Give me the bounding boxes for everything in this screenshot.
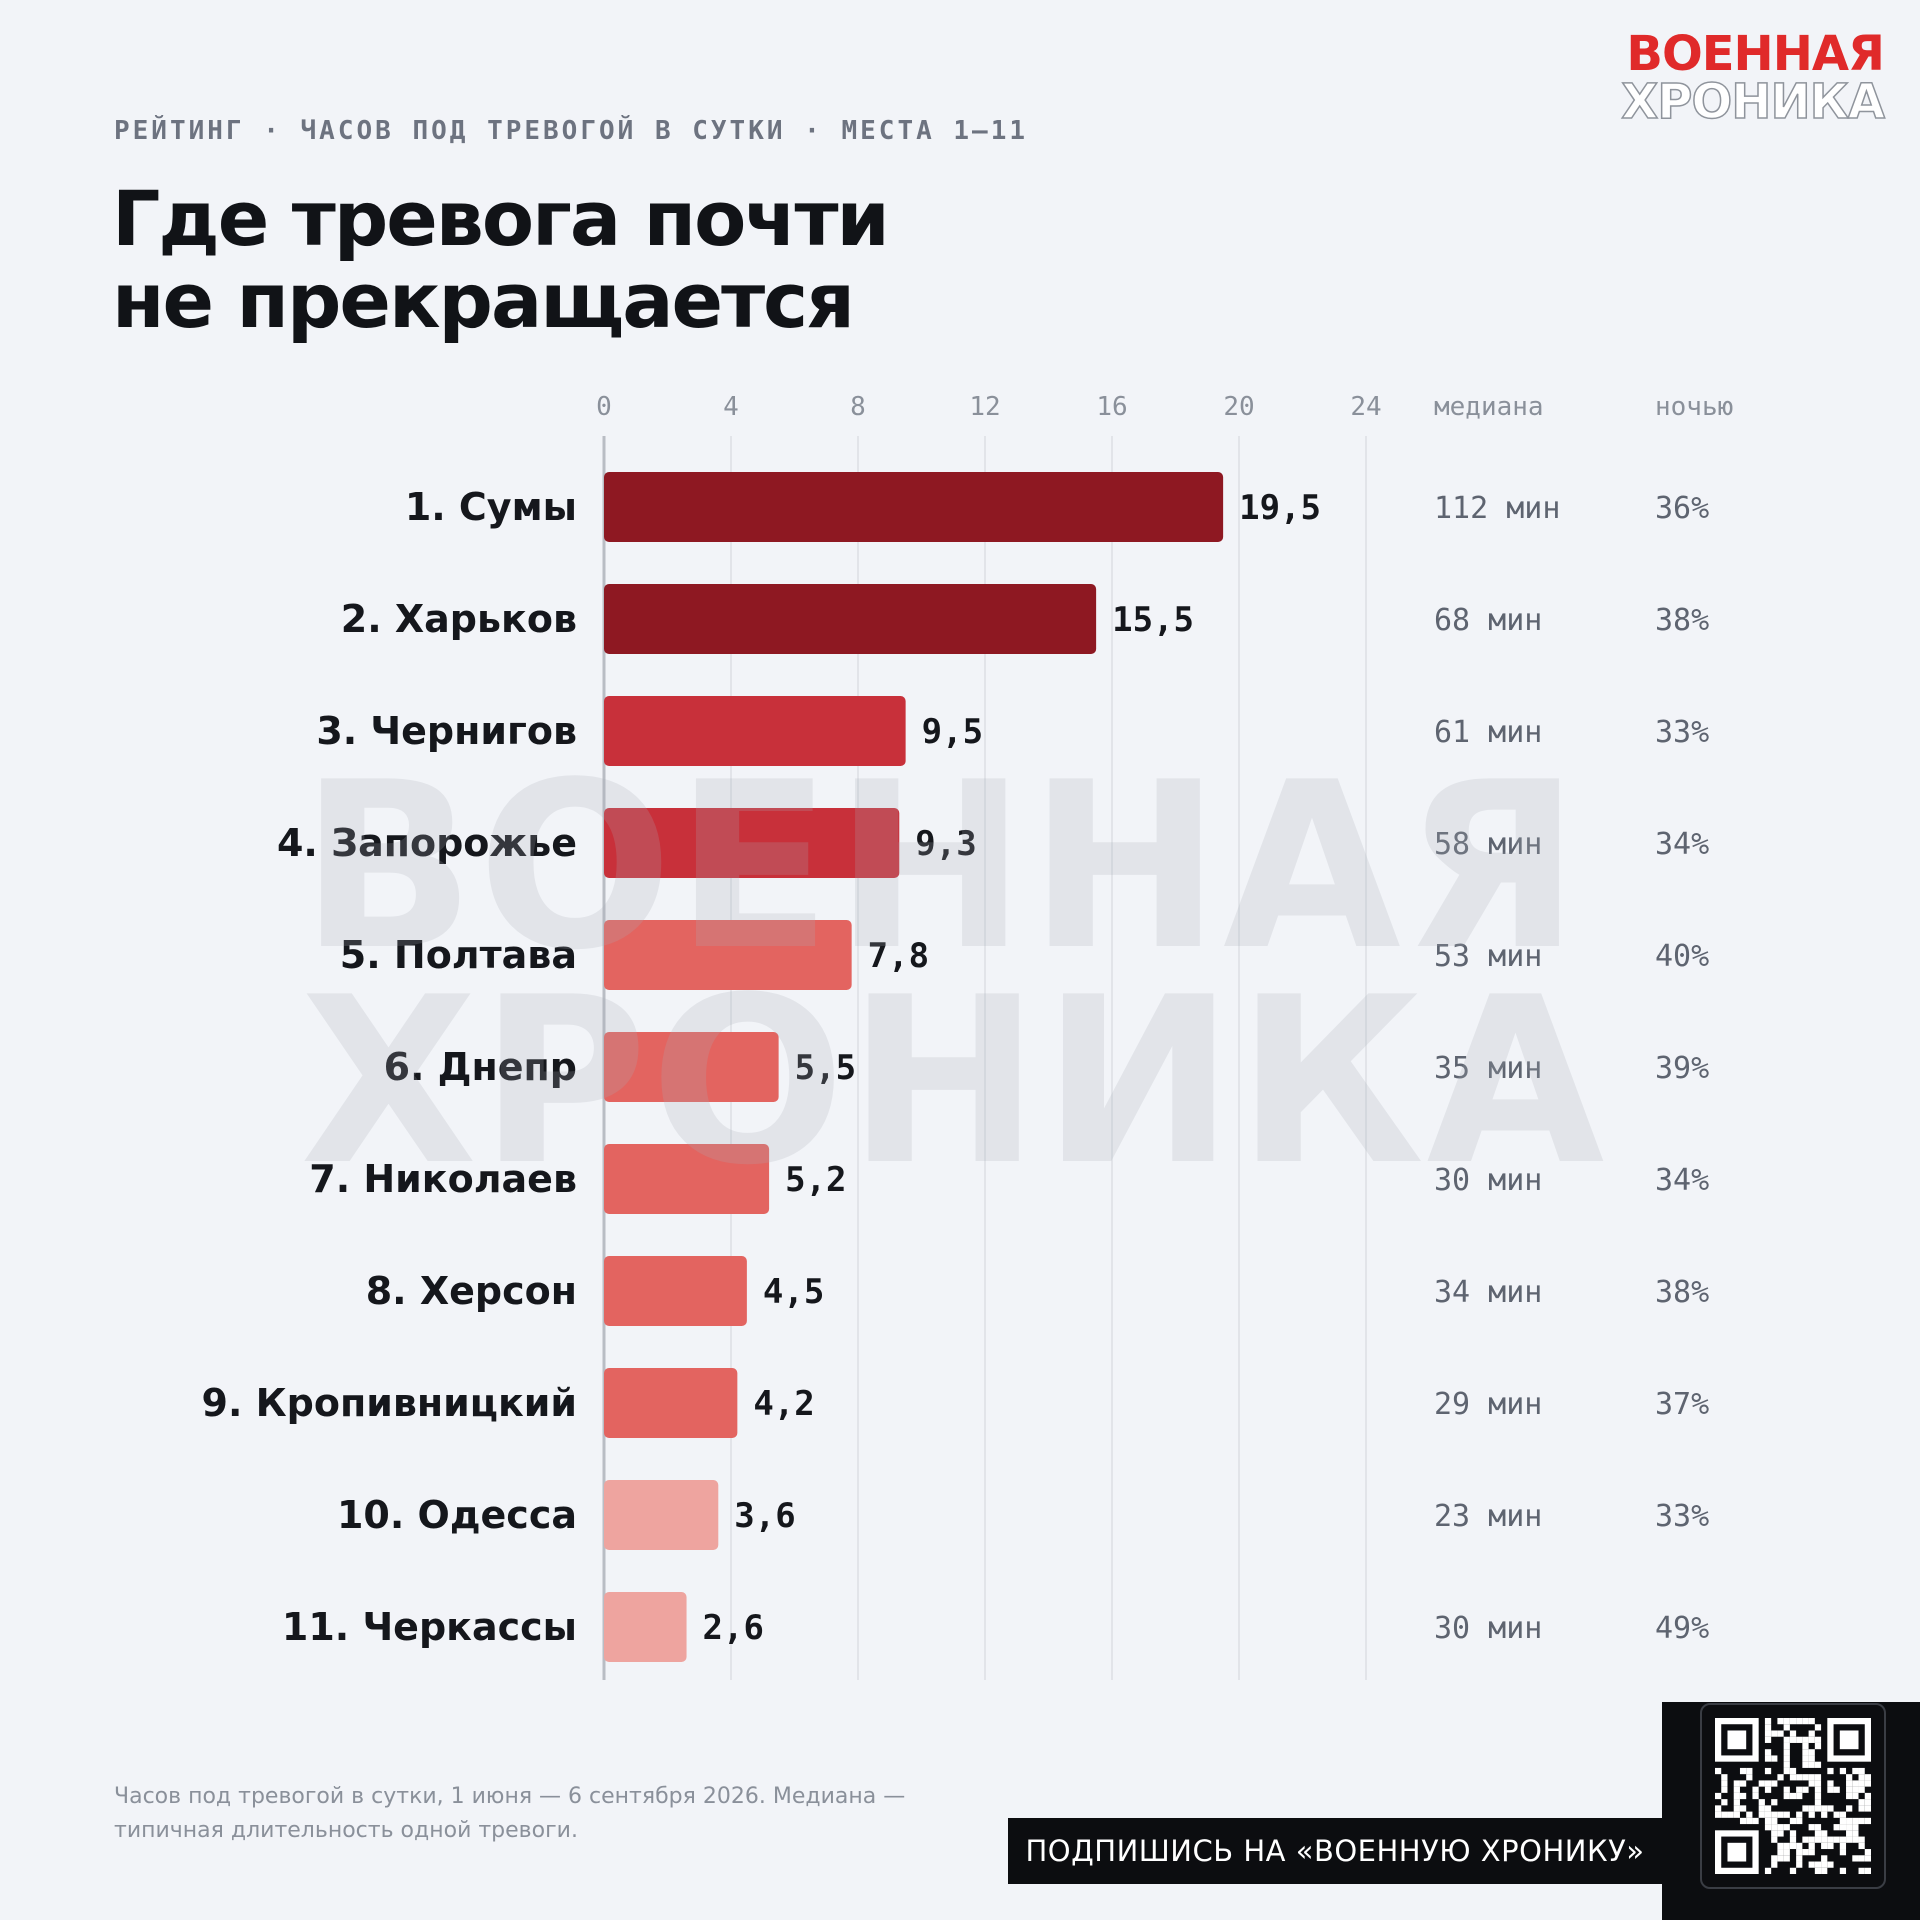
data-label: 19,5 bbox=[1239, 488, 1321, 528]
night-value: 33% bbox=[1655, 715, 1709, 750]
category-label: 4. Запорожье bbox=[277, 821, 577, 865]
bar bbox=[604, 696, 906, 766]
night-value: 38% bbox=[1655, 1275, 1709, 1310]
chart-kicker: РЕЙТИНГ · ЧАСОВ ПОД ТРЕВОГОЙ В СУТКИ · М… bbox=[114, 116, 1029, 146]
median-value: 30 мин bbox=[1434, 1611, 1542, 1646]
data-label: 5,2 bbox=[785, 1160, 846, 1200]
night-value: 36% bbox=[1655, 491, 1709, 526]
title-line-1: Где тревога почти bbox=[112, 174, 890, 263]
category-label: 9. Кропивницкий bbox=[202, 1381, 578, 1425]
bar-chart: 0 4 8 12 16 20 24 медиана ночью 1. Сумы 19,5 112 ми… bbox=[202, 392, 1733, 1680]
bar bbox=[604, 1480, 719, 1550]
bar bbox=[604, 1144, 770, 1214]
x-tick-label: 4 bbox=[723, 392, 739, 422]
category-label: 10. Одесса bbox=[337, 1493, 577, 1537]
qr-code[interactable] bbox=[1700, 1703, 1886, 1889]
x-tick-label: 0 bbox=[596, 392, 612, 422]
category-label: 11. Черкассы bbox=[282, 1605, 577, 1649]
data-label: 4,5 bbox=[763, 1272, 824, 1312]
x-tick-label: 24 bbox=[1350, 392, 1381, 422]
title-line-2: не прекращается bbox=[112, 256, 855, 345]
data-label: 2,6 bbox=[703, 1608, 764, 1648]
bar bbox=[604, 472, 1224, 542]
category-label: 5. Полтава bbox=[340, 933, 577, 977]
x-tick-label: 12 bbox=[969, 392, 1000, 422]
subscribe-button[interactable]: ПОДПИШИСЬ НА «ВОЕННУЮ ХРОНИКУ» bbox=[1008, 1818, 1662, 1884]
median-column-header: медиана bbox=[1434, 392, 1544, 422]
median-value: 53 мин bbox=[1434, 939, 1542, 974]
median-value: 30 мин bbox=[1434, 1163, 1542, 1198]
data-label: 5,5 bbox=[795, 1048, 856, 1088]
median-value: 58 мин bbox=[1434, 827, 1542, 862]
data-label: 9,3 bbox=[915, 824, 976, 864]
brand-logo-line-1: ВОЕННАЯ bbox=[1626, 26, 1885, 82]
bar bbox=[604, 920, 852, 990]
qr-code-icon bbox=[1715, 1718, 1871, 1874]
data-label: 3,6 bbox=[734, 1496, 795, 1536]
bar bbox=[604, 584, 1097, 654]
bar bbox=[604, 1032, 779, 1102]
footnote: Часов под тревогой в сутки, 1 июня — 6 с… bbox=[114, 1784, 906, 1843]
bar bbox=[604, 808, 900, 878]
median-value: 35 мин bbox=[1434, 1051, 1542, 1086]
category-label: 6. Днепр bbox=[384, 1045, 577, 1089]
median-value: 112 мин bbox=[1434, 491, 1560, 526]
night-value: 34% bbox=[1655, 827, 1709, 862]
median-value: 23 мин bbox=[1434, 1499, 1542, 1534]
page-title: Где тревога почти не прекращается bbox=[112, 174, 890, 345]
bar bbox=[604, 1256, 747, 1326]
category-label: 7. Николаев bbox=[309, 1157, 577, 1201]
median-value: 34 мин bbox=[1434, 1275, 1542, 1310]
brand-logo: ВОЕННАЯ ХРОНИКА bbox=[1621, 26, 1886, 130]
night-value: 40% bbox=[1655, 939, 1709, 974]
x-tick-label: 8 bbox=[850, 392, 866, 422]
category-label: 1. Сумы bbox=[405, 485, 577, 529]
median-value: 68 мин bbox=[1434, 603, 1542, 638]
night-value: 37% bbox=[1655, 1387, 1709, 1422]
night-value: 39% bbox=[1655, 1051, 1709, 1086]
bar bbox=[604, 1368, 738, 1438]
bar bbox=[604, 1592, 687, 1662]
night-value: 34% bbox=[1655, 1163, 1709, 1198]
night-value: 49% bbox=[1655, 1611, 1709, 1646]
data-label: 15,5 bbox=[1112, 600, 1194, 640]
category-label: 2. Харьков bbox=[341, 597, 577, 641]
night-value: 38% bbox=[1655, 603, 1709, 638]
data-label: 7,8 bbox=[868, 936, 929, 976]
night-column-header: ночью bbox=[1655, 392, 1733, 422]
brand-logo-line-2: ХРОНИКА bbox=[1621, 74, 1886, 130]
x-tick-label: 16 bbox=[1096, 392, 1127, 422]
data-label: 9,5 bbox=[922, 712, 983, 752]
median-value: 61 мин bbox=[1434, 715, 1542, 750]
night-value: 33% bbox=[1655, 1499, 1709, 1534]
median-value: 29 мин bbox=[1434, 1387, 1542, 1422]
x-tick-label: 20 bbox=[1223, 392, 1254, 422]
category-label: 3. Чернигов bbox=[316, 709, 577, 753]
data-label: 4,2 bbox=[753, 1384, 814, 1424]
category-label: 8. Херсон bbox=[366, 1269, 577, 1313]
